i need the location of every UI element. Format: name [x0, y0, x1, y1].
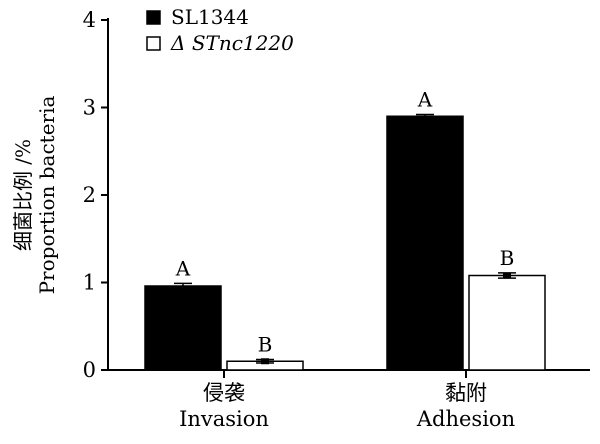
bars: [144, 113, 546, 371]
category-label-cn-1: 侵袭: [203, 381, 245, 405]
category-label-en-1: Invasion: [179, 407, 269, 431]
y-tick-label-1: 1: [83, 271, 96, 295]
bar-1-1: [144, 285, 222, 371]
legend-label-2: Δ STnc1220: [170, 31, 294, 55]
legend-prefix-2: Δ: [170, 31, 192, 55]
mean-marker-2-1: [261, 358, 269, 365]
significance-label-1-1: A: [175, 256, 191, 280]
legend-swatch-2: [146, 36, 161, 51]
legend-label-1: SL1344: [171, 5, 249, 29]
significance-label-2-2: B: [500, 246, 515, 270]
y-tick-label-4: 4: [83, 8, 96, 32]
legend-name-2: STnc1220: [192, 31, 294, 55]
y-tick-label-2: 2: [83, 183, 96, 207]
y-tick-label-3: 3: [83, 96, 96, 120]
bar-1-2: [386, 115, 464, 371]
y-axis-label-line-1: 细菌比例 /%: [11, 139, 35, 251]
significance-label-1-2: A: [417, 88, 433, 112]
mean-marker-2-2: [503, 272, 511, 279]
y-tick-label-0: 0: [83, 358, 96, 382]
bar-2-2: [468, 274, 546, 371]
y-axis-label-line-2: Proportion bacteria: [35, 95, 59, 294]
category-label-cn-2: 黏附: [445, 381, 487, 405]
significance-label-2-1: B: [258, 333, 273, 357]
legend-swatch-1: [146, 10, 161, 25]
category-label-en-2: Adhesion: [416, 407, 515, 431]
